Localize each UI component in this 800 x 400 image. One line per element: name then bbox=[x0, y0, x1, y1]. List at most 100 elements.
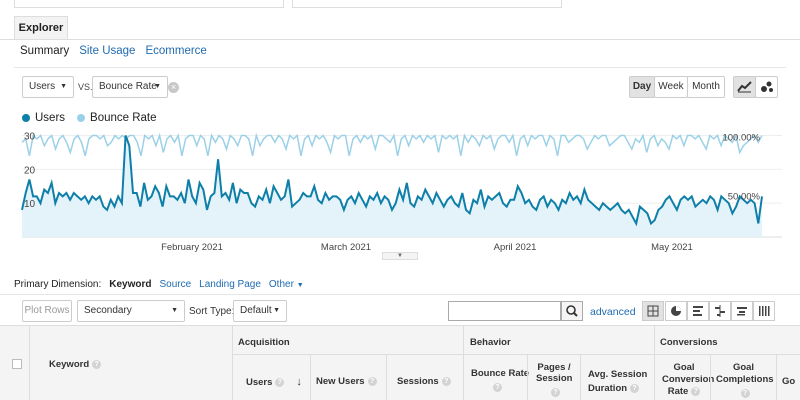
bounce-rate-line bbox=[21, 132, 763, 156]
bounce-rate-dot-icon bbox=[77, 113, 86, 122]
y-axis-tick-label: 20 bbox=[24, 165, 36, 176]
pie-view-button[interactable] bbox=[665, 301, 687, 321]
advanced-link[interactable]: advanced bbox=[590, 306, 636, 318]
line-chart-button[interactable] bbox=[733, 76, 756, 98]
dimension-other[interactable]: Other ▼ bbox=[269, 279, 304, 290]
table-view-button[interactable] bbox=[642, 301, 664, 321]
bar-view-button[interactable] bbox=[687, 301, 709, 321]
subnav-ecommerce[interactable]: Ecommerce bbox=[145, 45, 207, 57]
chart-legend: Users Bounce Rate bbox=[22, 112, 157, 124]
top-input-left[interactable] bbox=[14, 0, 284, 8]
top-input-right[interactable] bbox=[292, 0, 562, 8]
term-cloud-view-button[interactable] bbox=[731, 301, 753, 321]
dimension-other-label: Other bbox=[268, 279, 294, 290]
header-goal-conversion-rate-label: Goal Conversion Rate bbox=[662, 362, 715, 397]
column-divider bbox=[654, 326, 655, 400]
header-goal-conversion-rate[interactable]: Goal Conversion Rate? bbox=[662, 362, 714, 398]
users-area bbox=[22, 135, 762, 237]
sort-type-select[interactable]: Default ▼ bbox=[233, 300, 287, 322]
pivot-view-button[interactable] bbox=[753, 301, 775, 321]
primary-dimension-row: Primary Dimension: Keyword Source Landin… bbox=[14, 279, 304, 290]
help-icon: ? bbox=[92, 359, 102, 369]
column-divider bbox=[710, 354, 711, 400]
remove-metric-icon[interactable]: × bbox=[168, 82, 179, 93]
header-avg-session-duration[interactable]: Avg. Session Duration? bbox=[588, 368, 648, 396]
sort-type-value: Default bbox=[240, 305, 272, 316]
day-button[interactable]: Day bbox=[629, 76, 655, 98]
right-axis-tick-label: 100.00% bbox=[722, 133, 760, 144]
dimension-keyword[interactable]: Keyword bbox=[109, 279, 152, 290]
tab-explorer[interactable]: Explorer bbox=[14, 16, 68, 40]
header-avg-session-duration-label: Avg. Session Duration bbox=[588, 369, 648, 394]
x-axis-tick-label: May 2021 bbox=[651, 242, 693, 253]
dimension-source[interactable]: Source bbox=[159, 279, 192, 290]
chart-resize-handle[interactable]: ▼ bbox=[382, 252, 418, 260]
vs-label: VS. bbox=[78, 82, 93, 92]
plot-rows-button[interactable]: Plot Rows bbox=[22, 300, 72, 322]
header-goal-completions[interactable]: Goal Completions? bbox=[716, 362, 774, 399]
column-divider bbox=[310, 354, 311, 400]
column-divider bbox=[232, 326, 233, 400]
month-button[interactable]: Month bbox=[687, 76, 725, 98]
header-goal-value[interactable]: Go bbox=[782, 376, 796, 387]
y-axis-tick-label: 10 bbox=[24, 199, 36, 210]
chevron-down-icon: ▼ bbox=[296, 282, 304, 289]
chevron-down-icon: ▼ bbox=[60, 83, 67, 90]
header-users[interactable]: Users? ↓ bbox=[246, 376, 302, 388]
table-search-input[interactable] bbox=[448, 301, 561, 321]
header-pages-session[interactable]: Pages / Session? bbox=[536, 362, 572, 397]
comparison-view-button[interactable] bbox=[709, 301, 731, 321]
column-divider bbox=[527, 354, 528, 400]
help-icon: ? bbox=[551, 388, 560, 397]
users-dot-icon bbox=[22, 113, 30, 122]
group-divider bbox=[232, 354, 800, 355]
chevron-down-icon: ▼ bbox=[154, 83, 161, 90]
users-line bbox=[21, 135, 763, 227]
help-icon: ? bbox=[367, 376, 377, 386]
column-divider bbox=[386, 354, 387, 400]
legend-users-label: Users bbox=[35, 112, 66, 124]
header-sessions[interactable]: Sessions? bbox=[397, 376, 451, 387]
term-cloud-icon bbox=[737, 307, 747, 316]
toolbar-divider bbox=[14, 67, 786, 68]
subnav-site-usage[interactable]: Site Usage bbox=[79, 45, 136, 57]
header-keyword[interactable]: Keyword? bbox=[49, 359, 102, 370]
data-table-header: Keyword? Acquisition Users? ↓ New Users? … bbox=[0, 325, 800, 400]
group-behavior: Behavior bbox=[470, 337, 511, 348]
primary-dimension-label: Primary Dimension: bbox=[14, 279, 102, 290]
help-icon: ? bbox=[691, 386, 701, 396]
secondary-dimension-select[interactable]: Secondary dimension▼ bbox=[77, 300, 185, 336]
help-icon: ? bbox=[630, 383, 640, 393]
header-bounce-rate[interactable]: Bounce Rate? bbox=[471, 368, 529, 392]
pie-chart-icon bbox=[671, 306, 681, 316]
header-pages-session-label: Pages / Session bbox=[536, 362, 573, 384]
help-icon: ? bbox=[441, 376, 451, 386]
header-sessions-label: Sessions bbox=[397, 376, 439, 387]
header-new-users[interactable]: New Users? bbox=[316, 376, 377, 387]
x-axis-tick-label: April 2021 bbox=[494, 242, 537, 253]
sort-type-label: Sort Type: bbox=[189, 306, 235, 317]
y-axis-tick-label: 30 bbox=[24, 132, 36, 143]
motion-chart-button[interactable] bbox=[755, 76, 778, 98]
legend-bounce-rate[interactable]: Bounce Rate bbox=[77, 112, 157, 124]
legend-users[interactable]: Users bbox=[22, 112, 65, 124]
bar-chart-icon bbox=[693, 306, 703, 316]
sort-desc-icon: ↓ bbox=[296, 376, 302, 388]
dimension-landing-page[interactable]: Landing Page bbox=[199, 279, 261, 290]
toolbar2-divider bbox=[0, 294, 800, 295]
metric1-select[interactable]: Users ▼ bbox=[22, 76, 74, 98]
week-button[interactable]: Week bbox=[654, 76, 688, 98]
comparison-icon bbox=[715, 305, 725, 317]
group-conversions: Conversions bbox=[660, 337, 718, 348]
select-all-checkbox[interactable] bbox=[12, 359, 22, 369]
legend-bounce-label: Bounce Rate bbox=[90, 112, 157, 124]
help-icon: ? bbox=[493, 383, 502, 392]
search-button[interactable] bbox=[561, 301, 583, 321]
header-goal-completions-label: Goal Completions bbox=[716, 362, 774, 385]
search-icon bbox=[566, 305, 578, 317]
sub-navigation: Summary Site Usage Ecommerce bbox=[20, 45, 207, 57]
metric2-select[interactable]: Bounce Rate ▼ bbox=[92, 76, 168, 98]
column-divider bbox=[29, 326, 30, 400]
subnav-summary[interactable]: Summary bbox=[20, 45, 70, 57]
group-acquisition: Acquisition bbox=[238, 337, 290, 348]
